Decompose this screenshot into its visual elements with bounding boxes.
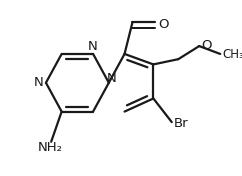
Text: NH₂: NH₂ [38, 141, 63, 154]
Text: O: O [201, 39, 212, 52]
Text: Br: Br [174, 117, 189, 130]
Text: O: O [158, 18, 168, 31]
Text: N: N [107, 72, 117, 85]
Text: N: N [88, 40, 98, 53]
Text: N: N [34, 76, 44, 89]
Text: CH₃: CH₃ [222, 48, 242, 61]
